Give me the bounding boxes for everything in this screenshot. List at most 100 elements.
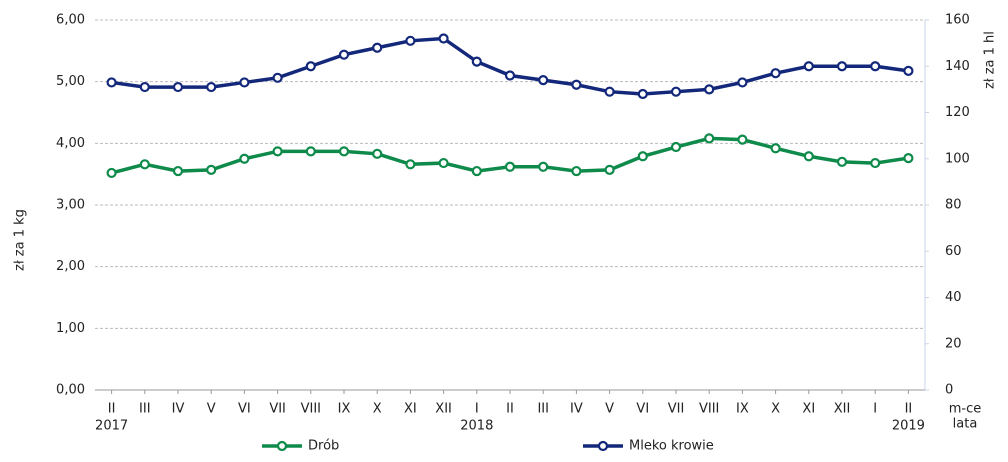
data-point xyxy=(870,61,881,72)
x-tick-label: XI xyxy=(802,402,815,417)
data-point xyxy=(139,159,150,170)
data-point xyxy=(704,133,715,144)
x-tick-label: III xyxy=(537,402,549,417)
x-tick-label: XI xyxy=(404,402,417,417)
data-point xyxy=(372,148,383,159)
x-tick-label: VII xyxy=(269,402,286,417)
legend-label: Mleko krowie xyxy=(629,439,714,454)
data-point xyxy=(504,161,516,172)
data-point xyxy=(803,61,814,72)
data-point xyxy=(670,141,682,153)
x-tick-label: IV xyxy=(570,402,583,417)
legend-marker xyxy=(597,440,609,452)
data-point xyxy=(172,165,184,177)
x-tick-label: VI xyxy=(238,402,251,417)
x-tick-label: V xyxy=(207,402,216,417)
x-year-label: 2018 xyxy=(460,419,493,434)
data-point xyxy=(737,134,748,145)
data-point xyxy=(870,157,881,169)
series-line xyxy=(111,36,909,96)
data-point xyxy=(305,61,316,72)
data-point xyxy=(206,164,217,175)
y-tick-label: 5,00 xyxy=(56,74,85,89)
data-point xyxy=(637,151,648,162)
y2-tick-label: 140 xyxy=(945,59,970,74)
x-tick-label: II xyxy=(108,402,116,417)
x-tick-label: XII xyxy=(435,402,452,417)
data-point xyxy=(903,65,914,76)
data-point xyxy=(670,86,682,97)
data-point xyxy=(803,151,814,162)
x-year-label: 2017 xyxy=(95,419,128,434)
data-point xyxy=(239,77,250,88)
x-tick-label: X xyxy=(373,402,382,417)
data-point xyxy=(571,165,582,177)
data-point xyxy=(471,56,482,67)
x-tick-label: II xyxy=(905,402,913,417)
data-point xyxy=(372,42,383,53)
data-point xyxy=(836,156,848,167)
y-tick-label: 2,00 xyxy=(56,259,85,274)
data-point xyxy=(538,75,549,86)
x-tick-label: VIII xyxy=(301,402,321,417)
y2-tick-label: 40 xyxy=(945,290,962,305)
y-tick-label: 3,00 xyxy=(56,198,85,213)
data-point xyxy=(604,164,615,175)
y-tick-label: 0,00 xyxy=(56,383,85,398)
y-tick-label: 4,00 xyxy=(56,136,85,151)
data-point xyxy=(305,146,316,157)
x-axis-label: lata xyxy=(953,417,978,432)
data-point xyxy=(504,70,516,81)
data-point xyxy=(704,84,715,95)
data-point xyxy=(139,81,150,93)
data-point xyxy=(438,157,449,169)
legend-label: Drób xyxy=(308,439,339,454)
y-tick-label: 6,00 xyxy=(56,13,85,28)
data-point xyxy=(770,68,781,79)
x-tick-label: VI xyxy=(636,402,649,417)
data-point xyxy=(538,161,549,172)
legend-marker xyxy=(276,440,288,452)
y2-tick-label: 160 xyxy=(945,13,970,28)
data-point xyxy=(438,33,449,44)
y2-tick-label: 120 xyxy=(945,105,970,120)
data-point xyxy=(272,72,283,83)
y2-tick-label: 0 xyxy=(945,383,953,398)
x-tick-label: I xyxy=(873,402,877,417)
x-tick-label: X xyxy=(771,402,780,417)
x-tick-label: VII xyxy=(668,402,685,417)
y-axis-label: zł za 1 kg xyxy=(13,209,28,271)
data-point xyxy=(239,153,250,164)
y2-tick-label: 80 xyxy=(945,198,962,213)
data-point xyxy=(637,88,648,100)
x-tick-label: II xyxy=(506,402,514,417)
x-tick-label: IX xyxy=(338,402,351,417)
data-point xyxy=(172,81,184,93)
data-point xyxy=(471,165,482,177)
data-point xyxy=(106,167,117,179)
data-point xyxy=(106,77,117,88)
x-tick-label: IV xyxy=(172,402,185,417)
x-tick-label: V xyxy=(605,402,614,417)
data-point xyxy=(903,153,914,164)
data-point xyxy=(405,35,416,46)
data-point xyxy=(206,81,217,93)
data-point xyxy=(737,77,748,88)
data-point xyxy=(604,86,615,97)
data-point xyxy=(338,49,350,60)
y2-tick-label: 100 xyxy=(945,151,970,166)
x-axis-label: m-ce xyxy=(949,402,982,417)
data-point xyxy=(770,143,781,154)
x-tick-label: VIII xyxy=(699,402,719,417)
y2-tick-label: 20 xyxy=(945,336,962,351)
data-point xyxy=(272,146,283,157)
x-tick-label: I xyxy=(475,402,479,417)
x-tick-label: XII xyxy=(834,402,851,417)
x-year-label: 2019 xyxy=(892,419,925,434)
y2-axis-label: zł za 1 hl xyxy=(983,31,998,89)
data-point xyxy=(338,146,350,157)
data-point xyxy=(571,79,582,90)
data-point xyxy=(836,61,848,72)
y2-tick-label: 60 xyxy=(945,244,962,259)
